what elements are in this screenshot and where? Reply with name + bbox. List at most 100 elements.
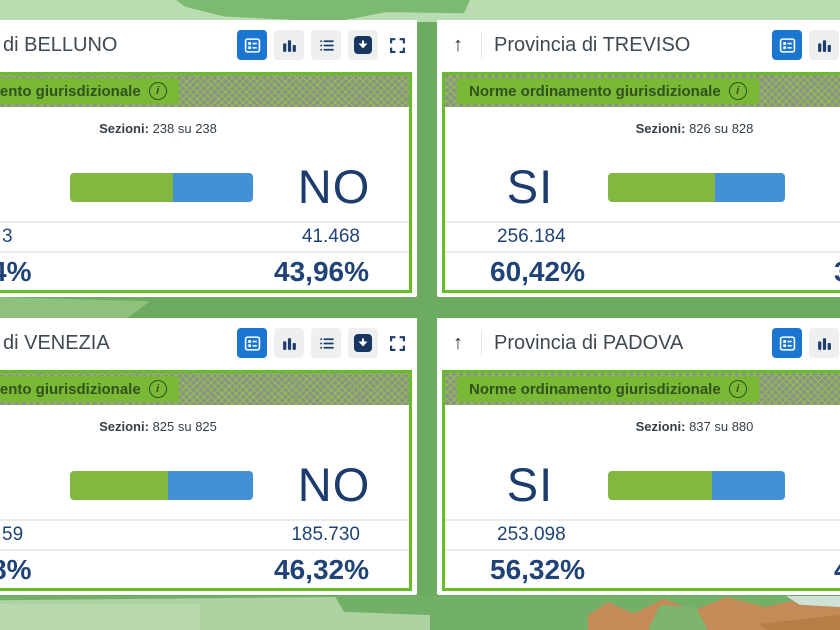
si-bar-segment: [70, 173, 174, 202]
info-icon[interactable]: i: [728, 380, 747, 398]
panel-padova: ↑ Provincia di PADOVA: [437, 318, 840, 595]
sections-value: 825 su 825: [152, 419, 217, 434]
sections-status: Sezioni: 837 su 880: [445, 417, 840, 437]
no-bar-segment: [168, 471, 253, 500]
fullscreen-button[interactable]: [385, 30, 409, 60]
sections-status: Sezioni: 825 su 825: [0, 417, 409, 437]
view-toolbar: [237, 30, 409, 60]
bar-chart-view-button[interactable]: [809, 30, 839, 60]
question-box: Norme ordinamento giurisdizionale i Sezi…: [0, 72, 412, 293]
question-tab[interactable]: Norme ordinamento giurisdizionale i: [457, 78, 759, 104]
si-votes: 59: [2, 524, 24, 545]
bar-chart-view-button[interactable]: [274, 30, 304, 60]
sections-label: Sezioni:: [99, 121, 149, 136]
si-percent: 56,32%: [490, 554, 585, 585]
panel-title: di VENEZIA: [3, 332, 110, 354]
panel-header: ↑ di BELLUNO: [0, 20, 417, 70]
si-votes: 3: [2, 226, 13, 247]
si-votes: 256.184: [497, 226, 566, 247]
no-bar-segment: [711, 471, 785, 500]
row-divider: [445, 549, 840, 551]
si-label: SI: [506, 458, 554, 511]
no-label: NO: [297, 160, 371, 213]
summary-view-button[interactable]: [772, 328, 802, 358]
no-bar-segment: [173, 173, 253, 202]
row-divider: [0, 519, 409, 521]
export-button[interactable]: [348, 30, 378, 60]
summary-view-button[interactable]: [772, 30, 802, 60]
si-votes: 253.098: [497, 524, 566, 545]
sections-status: Sezioni: 238 su 238: [0, 119, 409, 139]
result-bar: [608, 173, 785, 202]
no-bar-segment: [714, 173, 785, 202]
question-banner: Norme ordinamento giurisdizionale i: [445, 75, 840, 107]
no-percent: 43,96%: [274, 256, 369, 287]
sections-status: Sezioni: 826 su 828: [445, 119, 840, 139]
row-divider: [0, 549, 409, 551]
info-icon[interactable]: i: [148, 82, 167, 100]
summary-view-button[interactable]: [237, 30, 267, 60]
no-label: NO: [297, 458, 371, 511]
list-view-button[interactable]: [311, 30, 341, 60]
row-divider: [445, 251, 840, 253]
scroll-up-icon[interactable]: ↑: [453, 332, 463, 354]
question-tab[interactable]: Norme ordinamento giurisdizionale i: [0, 376, 179, 402]
si-label: [0, 458, 5, 512]
si-percent: 60,42%: [490, 256, 585, 287]
si-label: SI: [506, 160, 554, 213]
bar-chart-view-button[interactable]: [809, 328, 839, 358]
info-icon[interactable]: i: [148, 380, 167, 398]
result-bar: [70, 173, 253, 202]
panel-title: Provincia di TREVISO: [494, 34, 691, 56]
sections-label: Sezioni:: [635, 419, 686, 434]
question-label: Norme ordinamento giurisdizionale: [469, 380, 721, 398]
no-votes: 41.468: [301, 226, 360, 247]
panel-treviso: ↑ Provincia di TREVISO: [437, 20, 840, 297]
question-label: Norme ordinamento giurisdizionale: [0, 380, 141, 398]
si-label: [0, 160, 5, 214]
question-tab[interactable]: Norme ordinamento giurisdizionale i: [457, 376, 759, 402]
sections-value: 238 su 238: [152, 121, 217, 136]
view-toolbar: [237, 328, 409, 358]
si-percent: 4%: [0, 256, 32, 287]
no-percent: 46,32%: [274, 554, 369, 585]
panel-header: ↑ Provincia di PADOVA: [437, 318, 840, 368]
no-percent: 3: [834, 254, 840, 290]
question-tab[interactable]: Norme ordinamento giurisdizionale i: [0, 78, 179, 104]
row-divider: [0, 251, 409, 253]
summary-view-button[interactable]: [237, 328, 267, 358]
row-divider: [445, 221, 840, 223]
si-percent: 8%: [0, 554, 32, 585]
list-view-button[interactable]: [311, 328, 341, 358]
si-bar-segment: [70, 471, 169, 500]
header-divider: [481, 330, 482, 356]
header-divider: [481, 32, 482, 58]
panel-title: Provincia di PADOVA: [494, 332, 684, 354]
bar-chart-view-button[interactable]: [274, 328, 304, 358]
view-toolbar: [772, 328, 840, 358]
fullscreen-button[interactable]: [385, 328, 409, 358]
question-banner: Norme ordinamento giurisdizionale i: [445, 373, 840, 405]
view-toolbar: [772, 30, 840, 60]
question-label: Norme ordinamento giurisdizionale: [0, 82, 141, 100]
row-divider: [445, 519, 840, 521]
map-region: [0, 297, 150, 318]
si-bar-segment: [608, 471, 712, 500]
row-divider: [0, 221, 409, 223]
info-icon[interactable]: i: [728, 82, 747, 100]
question-banner: Norme ordinamento giurisdizionale i: [0, 75, 409, 107]
scroll-up-icon[interactable]: ↑: [453, 34, 463, 56]
no-percent: 4: [834, 552, 840, 588]
panel-belluno: ↑ di BELLUNO: [0, 20, 417, 297]
map-region: [786, 596, 840, 607]
question-box: Norme ordinamento giurisdizionale i Sezi…: [0, 370, 412, 591]
panel-venezia: ↑ di VENEZIA: [0, 318, 417, 595]
panel-title: di BELLUNO: [3, 34, 118, 56]
sections-label: Sezioni:: [99, 419, 149, 434]
result-bar: [608, 471, 785, 500]
map-region: [0, 604, 200, 630]
question-box: Norme ordinamento giurisdizionale i Sezi…: [442, 72, 840, 293]
export-button[interactable]: [348, 328, 378, 358]
